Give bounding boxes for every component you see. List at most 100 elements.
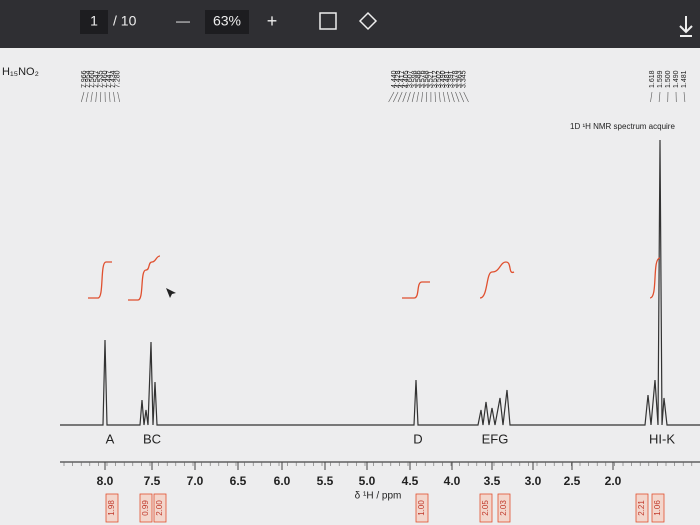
integral-value: 1.98: [107, 500, 116, 516]
peak-label: 3.576: [420, 70, 427, 88]
peak-leader: [463, 91, 469, 103]
integral-value: 2.21: [637, 500, 646, 516]
peak-label: 3.586: [415, 70, 422, 88]
peak-leader: [425, 91, 428, 103]
peak-leader: [113, 91, 116, 103]
integral-value: 0.99: [141, 500, 150, 516]
toolbar: [0, 0, 700, 48]
download-button[interactable]: [679, 16, 693, 37]
peak-leader: [451, 91, 455, 103]
peak-label: 1.490: [673, 70, 680, 88]
peak-label: 7.954: [85, 70, 92, 88]
peak-leader: [85, 91, 89, 103]
page-number: 1: [90, 13, 98, 29]
integral-value: 2.05: [481, 500, 490, 516]
peak-leader: [393, 91, 399, 103]
peak-leader: [658, 91, 661, 103]
peak-label: 4.428: [395, 70, 402, 88]
region-label: BC: [143, 431, 161, 446]
peak-label: 1.599: [657, 70, 664, 88]
axis-tick-label: 4.5: [402, 474, 419, 488]
integral-box: [479, 493, 493, 523]
peak-label: 7.535: [98, 70, 105, 88]
spectrum-trace: [60, 139, 700, 426]
integral-value: 2.00: [155, 500, 164, 516]
peak-label: 3.607: [407, 70, 414, 88]
spectrum-title: 1D ¹H NMR spectrum acquire: [570, 122, 675, 131]
fit-page-button[interactable]: [319, 12, 337, 30]
integral-value: 1.00: [417, 500, 426, 516]
peak-leader: [459, 91, 465, 103]
peak-leader: [397, 91, 403, 103]
page-input[interactable]: [80, 10, 108, 34]
zoom-out[interactable]: —: [176, 13, 190, 29]
peak-label: 4.440: [391, 70, 398, 88]
peak-label: 1.618: [649, 70, 656, 88]
peak-leader: [95, 91, 97, 103]
axis-tick-label: 3.0: [525, 474, 542, 488]
peak-leader: [407, 91, 411, 103]
region-label: D: [413, 431, 422, 446]
peak-label: 3.378: [452, 70, 459, 88]
peak-label: 3.481: [444, 70, 451, 88]
peak-leader: [402, 91, 407, 103]
axis-tick-label: 2.0: [605, 474, 622, 488]
peak-leader: [683, 91, 686, 103]
region-label: HI-K: [649, 431, 675, 446]
formula: H₁₅NO₂: [2, 66, 39, 78]
integral-box: [415, 493, 429, 523]
peak-label: 7.560: [89, 70, 96, 88]
peak-leader: [438, 91, 441, 103]
rotate-button[interactable]: [358, 11, 378, 31]
axis-tick-label: 5.5: [317, 474, 334, 488]
peak-label: 3.521: [428, 70, 435, 88]
axis-tick-label: 5.0: [359, 474, 376, 488]
peak-leader: [81, 91, 85, 103]
peak-label: 3.512: [432, 70, 439, 88]
integral-box: [497, 493, 511, 523]
integral-box: [105, 493, 119, 523]
axis-tick-label: 3.5: [484, 474, 501, 488]
axis-tick-label: 7.0: [187, 474, 204, 488]
peak-leader: [411, 91, 415, 103]
peak-leader: [650, 91, 653, 103]
axis-tick-label: 8.0: [97, 474, 114, 488]
integral-box: [139, 493, 153, 523]
axis-label: δ ¹H / ppm: [355, 491, 402, 502]
region-label: A: [106, 431, 115, 446]
peak-label: 7.280: [114, 70, 121, 88]
peak-label: 3.490: [440, 70, 447, 88]
peak-label: 7.460: [102, 70, 109, 88]
peak-label: 7.547: [93, 70, 100, 88]
peak-label: 3.363: [456, 70, 463, 88]
peak-label: 7.447: [106, 70, 113, 88]
page-total: / 10: [113, 13, 137, 29]
peak-label: 7.434: [110, 70, 117, 88]
peak-label: 1.500: [665, 70, 672, 88]
zoom-in[interactable]: +: [267, 11, 278, 31]
axis-tick-label: 6.5: [230, 474, 247, 488]
integral-box: [651, 493, 665, 523]
peak-leader: [117, 91, 120, 103]
region-label: EFG: [482, 431, 509, 446]
peak-leader: [455, 91, 460, 103]
peak-label: 4.405: [403, 70, 410, 88]
zoom-level: 63%: [213, 13, 241, 29]
peak-leader: [416, 91, 419, 103]
peak-leader: [388, 91, 395, 103]
peak-label: 1.481: [681, 70, 688, 88]
peak-label: 3.502: [436, 70, 443, 88]
axis-tick-label: 6.0: [274, 474, 291, 488]
integral-value: 2.03: [499, 500, 508, 516]
axis-tick-label: 2.5: [564, 474, 581, 488]
integral-box: [153, 493, 167, 523]
peak-label: 3.345: [461, 70, 468, 88]
peak-label: 3.568: [424, 70, 431, 88]
peak-leader: [90, 91, 93, 103]
peak-label: 3.598: [411, 70, 418, 88]
integral-box: [635, 493, 649, 523]
cursor: [166, 288, 176, 298]
zoom-box[interactable]: [205, 10, 249, 34]
